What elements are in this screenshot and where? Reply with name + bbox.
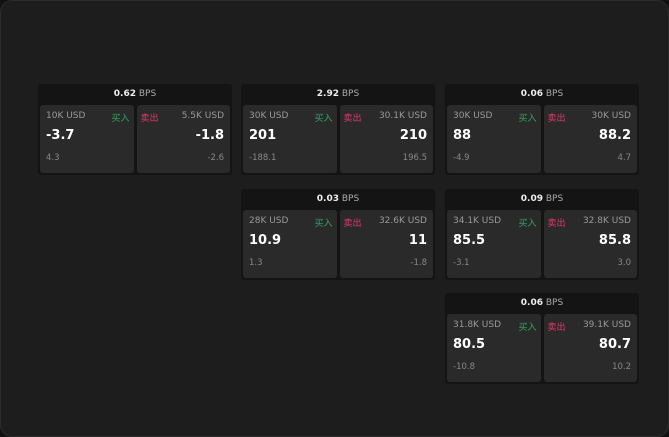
price-tile: 0.06 BPS 31.8K USD 买入 80.5 -10.8 卖出 39.1… [445, 293, 639, 384]
buy-label: 买入 [518, 219, 537, 229]
ask-change: 196.5 [402, 153, 427, 163]
ask-size: 30K USD [591, 111, 631, 121]
spread-header: 0.09 BPS [445, 189, 639, 209]
ask-change: 3.0 [617, 258, 631, 268]
spread-unit: BPS [341, 194, 360, 204]
buy-button[interactable]: 34.1K USD 买入 85.5 -3.1 [447, 210, 541, 278]
ask-size: 32.6K USD [378, 216, 427, 226]
sell-button[interactable]: 卖出 39.1K USD 80.7 10.2 [543, 314, 637, 382]
buy-label: 买入 [111, 114, 130, 124]
spread-value: 0.62 [113, 89, 136, 99]
spread-header: 0.62 BPS [38, 84, 232, 104]
ask-price: 80.7 [598, 337, 631, 352]
spread-unit: BPS [545, 89, 564, 99]
bid-price: 85.5 [453, 233, 486, 248]
buy-button[interactable]: 30K USD 买入 88 -4.9 [447, 105, 541, 173]
ask-size: 39.1K USD [582, 320, 631, 330]
bid-change: 1.3 [249, 258, 263, 268]
spread-header: 2.92 BPS [241, 84, 435, 104]
spread-unit: BPS [341, 89, 360, 99]
bid-size: 30K USD [249, 111, 289, 121]
ask-price: -1.8 [195, 128, 224, 143]
price-tile: 0.09 BPS 34.1K USD 买入 85.5 -3.1 卖出 32.8K… [445, 189, 639, 280]
sell-button[interactable]: 卖出 30K USD 88.2 4.7 [543, 105, 637, 173]
buy-button[interactable]: 28K USD 买入 10.9 1.3 [243, 210, 337, 278]
sell-button[interactable]: 卖出 5.5K USD -1.8 -2.6 [136, 105, 230, 173]
bid-price: 201 [249, 128, 277, 143]
spread-unit: BPS [545, 298, 564, 308]
buy-label: 买入 [314, 219, 333, 229]
spread-header: 0.06 BPS [445, 84, 639, 104]
sell-label: 卖出 [140, 114, 159, 124]
bid-size: 10K USD [46, 111, 86, 121]
buy-button[interactable]: 31.8K USD 买入 80.5 -10.8 [447, 314, 541, 382]
ask-change: 4.7 [617, 153, 631, 163]
bid-size: 28K USD [249, 216, 289, 226]
bid-price: 10.9 [249, 233, 282, 248]
ask-price: 11 [408, 233, 427, 248]
buy-label: 买入 [314, 114, 333, 124]
spread-unit: BPS [138, 89, 157, 99]
sell-button[interactable]: 卖出 30.1K USD 210 196.5 [339, 105, 433, 173]
ask-change: -1.8 [410, 258, 427, 268]
spread-value: 0.09 [520, 194, 543, 204]
bid-price: 80.5 [453, 337, 486, 352]
sell-button[interactable]: 卖出 32.8K USD 85.8 3.0 [543, 210, 637, 278]
buy-button[interactable]: 10K USD 买入 -3.7 4.3 [40, 105, 134, 173]
ask-price: 85.8 [598, 233, 631, 248]
buy-label: 买入 [518, 114, 537, 124]
spread-value: 0.06 [520, 89, 543, 99]
buy-button[interactable]: 30K USD 买入 201 -188.1 [243, 105, 337, 173]
bid-change: 4.3 [46, 153, 60, 163]
bid-price: -3.7 [46, 128, 75, 143]
spread-value: 2.92 [316, 89, 339, 99]
bid-size: 30K USD [453, 111, 493, 121]
bid-change: -10.8 [453, 362, 475, 372]
sell-button[interactable]: 卖出 32.6K USD 11 -1.8 [339, 210, 433, 278]
spread-value: 0.03 [316, 194, 339, 204]
spread-header: 0.06 BPS [445, 293, 639, 313]
sell-label: 卖出 [343, 114, 362, 124]
sell-label: 卖出 [547, 219, 566, 229]
bid-size: 34.1K USD [453, 216, 502, 226]
sell-label: 卖出 [343, 219, 362, 229]
bid-size: 31.8K USD [453, 320, 502, 330]
sell-label: 卖出 [547, 323, 566, 333]
bid-price: 88 [453, 128, 472, 143]
spread-header: 0.03 BPS [241, 189, 435, 209]
ask-size: 32.8K USD [582, 216, 631, 226]
price-tile: 0.06 BPS 30K USD 买入 88 -4.9 卖出 30K USD 8… [445, 84, 639, 175]
ask-change: 10.2 [612, 362, 631, 372]
sell-label: 卖出 [547, 114, 566, 124]
ask-price: 88.2 [598, 128, 631, 143]
price-tile: 0.62 BPS 10K USD 买入 -3.7 4.3 卖出 5.5K USD… [38, 84, 232, 175]
bid-change: -3.1 [453, 258, 470, 268]
spread-value: 0.06 [520, 298, 543, 308]
bid-change: -188.1 [249, 153, 277, 163]
price-tile: 2.92 BPS 30K USD 买入 201 -188.1 卖出 30.1K … [241, 84, 435, 175]
ask-change: -2.6 [207, 153, 224, 163]
ask-size: 5.5K USD [181, 111, 224, 121]
spread-unit: BPS [545, 194, 564, 204]
price-tile: 0.03 BPS 28K USD 买入 10.9 1.3 卖出 32.6K US… [241, 189, 435, 280]
buy-label: 买入 [518, 323, 537, 333]
ask-size: 30.1K USD [378, 111, 427, 121]
bid-change: -4.9 [453, 153, 470, 163]
ask-price: 210 [399, 128, 427, 143]
